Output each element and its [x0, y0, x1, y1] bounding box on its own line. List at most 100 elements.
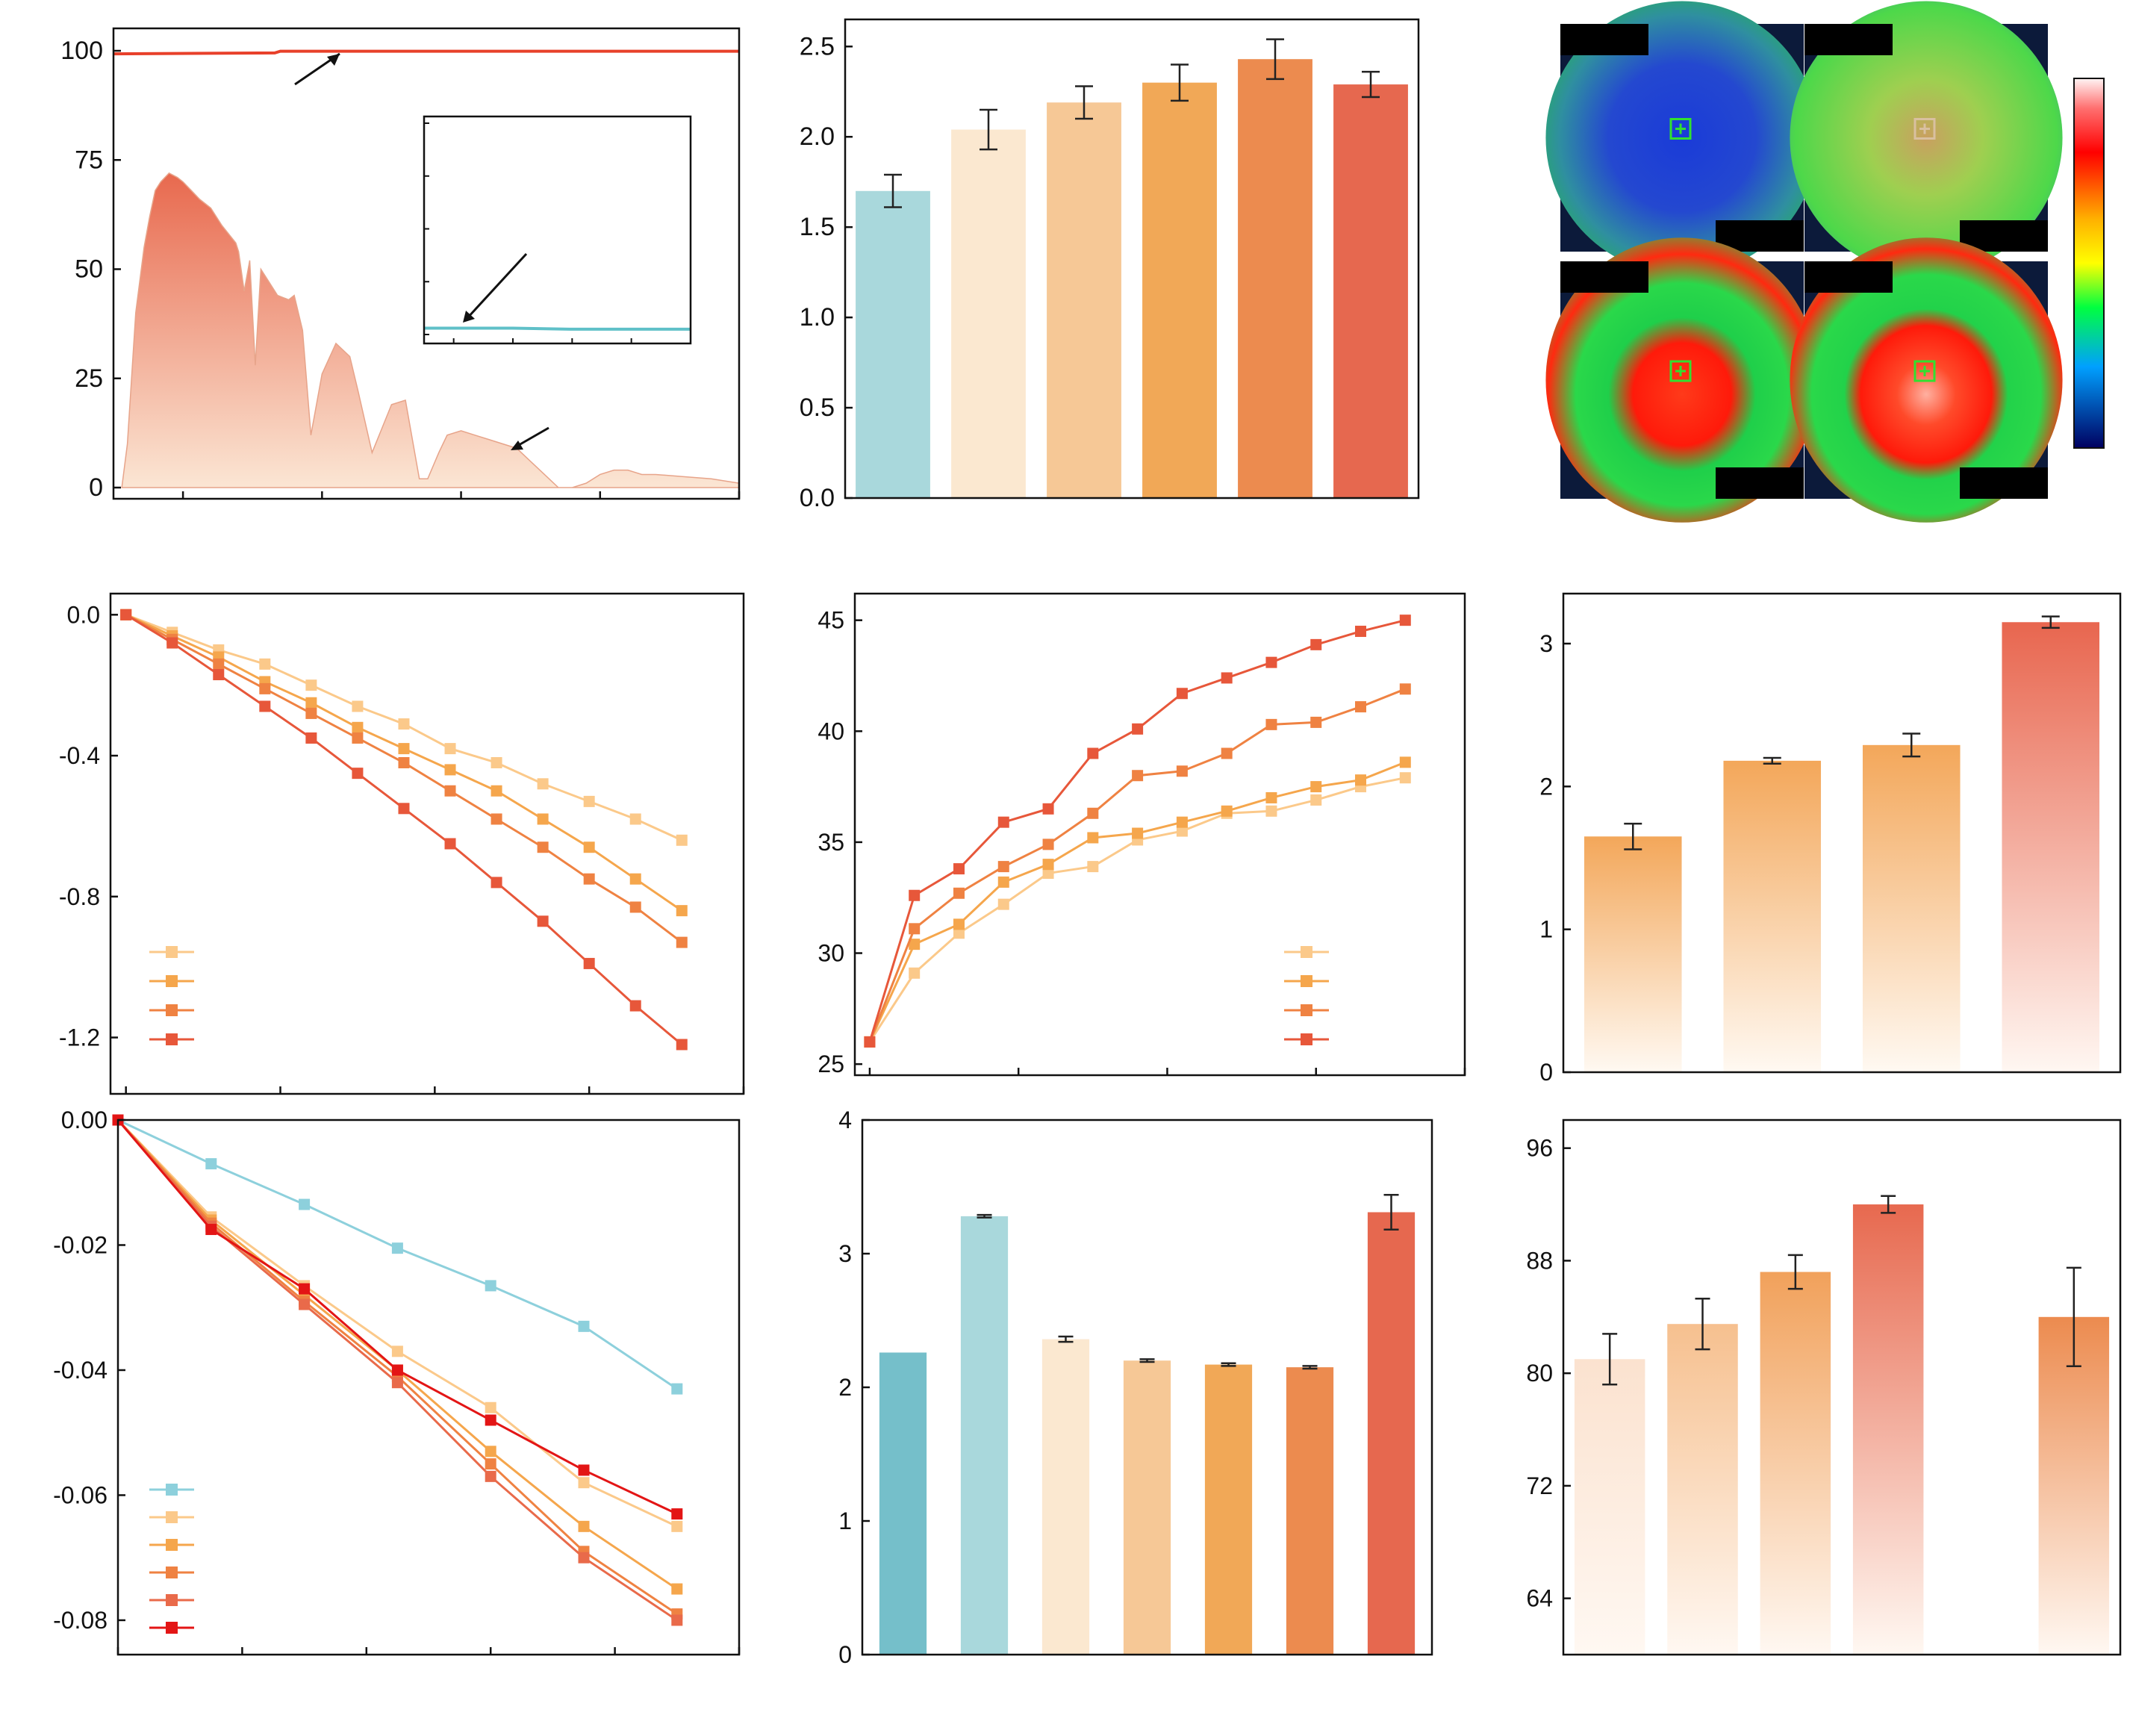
temperature-label-background: [1716, 220, 1804, 252]
data-point: [398, 756, 410, 768]
data-point: [485, 1446, 496, 1457]
data-point: [391, 1377, 403, 1389]
data-point: [953, 887, 965, 899]
data-point: [166, 637, 178, 649]
bar: [1142, 82, 1217, 498]
data-point: [1310, 781, 1322, 793]
arrow-head: [463, 311, 475, 323]
plot-frame: [116, 1119, 741, 1656]
y-tick-label: 45: [818, 607, 844, 634]
data-point: [299, 1283, 311, 1295]
series-line: [868, 761, 1406, 1043]
plot-frame: [109, 592, 745, 1095]
bar: [1367, 1212, 1416, 1655]
plot-frame: [112, 27, 741, 500]
data-point: [1265, 805, 1277, 817]
panel-d: 0.0 -0.4 -0.8 -1.2: [59, 592, 745, 1095]
panel-b: 0.0 0.5 1.0 1.5 2.0 2.5: [800, 18, 1420, 512]
time-label-background: [1804, 261, 1893, 293]
data-point: [1265, 718, 1277, 730]
panel-f: 0 1 2 3: [1539, 592, 2122, 1086]
data-point: [1087, 807, 1099, 819]
legend-marker: [166, 1511, 178, 1523]
series-line: [868, 688, 1406, 1042]
bar: [1047, 102, 1121, 498]
measurement-marker: [1669, 360, 1692, 382]
y-tick-label: 1.0: [800, 303, 835, 332]
data-point: [997, 876, 1009, 888]
bar: [1760, 1272, 1831, 1655]
bar: [856, 190, 930, 498]
data-point: [213, 658, 225, 670]
y-tick-label: 100: [60, 37, 103, 65]
bar: [2038, 1316, 2110, 1655]
time-label-background: [1560, 261, 1648, 293]
arrow-head: [327, 54, 340, 66]
data-point: [352, 768, 364, 780]
plot-frame: [844, 18, 1420, 500]
bar: [1852, 1204, 1924, 1655]
data-point: [491, 877, 502, 889]
panel-h: 0 1 2 3 4: [838, 1107, 1433, 1668]
legend-marker: [1301, 975, 1312, 987]
data-point: [1087, 861, 1099, 873]
bar: [1667, 1324, 1738, 1655]
data-point: [583, 795, 595, 807]
y-tick-label: 35: [818, 829, 844, 856]
data-point: [1310, 638, 1322, 650]
y-tick-label: -0.04: [53, 1357, 108, 1384]
data-point: [909, 923, 921, 935]
gpva-absorptance-line: [113, 49, 739, 56]
series-line: [116, 1119, 678, 1515]
data-point: [671, 1508, 683, 1520]
data-point: [444, 743, 456, 755]
data-point: [259, 658, 271, 670]
data-point: [299, 1198, 311, 1210]
legend-marker: [166, 1004, 178, 1016]
y-tick-label: 75: [75, 146, 103, 174]
legend-marker: [166, 1567, 178, 1578]
data-point: [1176, 825, 1188, 837]
data-point: [537, 813, 549, 825]
data-point: [352, 721, 364, 733]
y-tick-label: 96: [1526, 1135, 1553, 1162]
data-point: [444, 764, 456, 776]
data-point: [485, 1414, 496, 1426]
data-point: [398, 743, 410, 755]
data-point: [213, 669, 225, 681]
data-point: [629, 1000, 641, 1012]
y-tick-label: 0.0: [67, 601, 100, 628]
legend-marker: [166, 1594, 178, 1606]
bar: [1584, 836, 1682, 1072]
data-point: [491, 756, 502, 768]
data-point: [1132, 770, 1144, 782]
data-point: [444, 838, 456, 850]
y-tick-label: 2.0: [800, 122, 835, 151]
y-tick-label: -0.8: [59, 883, 100, 910]
data-point: [205, 1158, 217, 1170]
measurement-marker: [1913, 360, 1936, 382]
y-tick-label: 0: [1539, 1059, 1553, 1086]
temperature-label-background: [1960, 220, 2048, 252]
colorbar: [2073, 78, 2105, 449]
legend-marker: [1301, 946, 1312, 958]
legend-marker: [166, 1539, 178, 1551]
data-point: [864, 1036, 876, 1048]
series-line: [116, 1119, 678, 1528]
bar: [1123, 1360, 1171, 1655]
y-tick-label: 25: [818, 1051, 844, 1077]
data-point: [1176, 688, 1188, 700]
data-point: [583, 841, 595, 853]
plot-frame: [423, 115, 692, 345]
series-line: [125, 613, 683, 944]
data-point: [491, 813, 502, 825]
data-point: [578, 1320, 590, 1332]
data-point: [1399, 772, 1411, 784]
data-point: [120, 609, 132, 620]
data-point: [259, 682, 271, 694]
bar: [960, 1216, 1009, 1655]
bar: [1286, 1367, 1334, 1655]
legend-marker: [166, 946, 178, 958]
data-point: [629, 813, 641, 825]
data-point: [391, 1364, 403, 1376]
